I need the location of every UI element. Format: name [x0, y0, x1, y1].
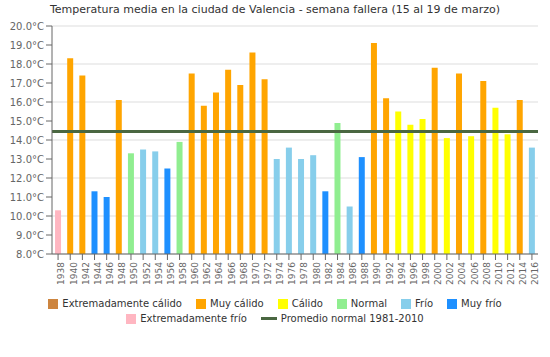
svg-text:2012: 2012 [506, 262, 516, 285]
svg-text:1980: 1980 [312, 262, 322, 285]
svg-text:1946: 1946 [105, 262, 115, 285]
svg-text:1976: 1976 [287, 262, 297, 285]
svg-text:2010: 2010 [494, 262, 504, 285]
svg-text:1986: 1986 [348, 262, 358, 285]
svg-text:11.0°C: 11.0°C [10, 192, 44, 203]
svg-text:1942: 1942 [81, 262, 91, 285]
svg-text:2002: 2002 [445, 262, 455, 285]
svg-text:1984: 1984 [336, 262, 346, 285]
svg-text:1964: 1964 [214, 262, 224, 285]
svg-text:13.0°C: 13.0°C [10, 154, 44, 165]
html-text:Promedio normal 1981-2010: Promedio normal 1981-2010 [280, 313, 424, 324]
svg-text:12.0°C: 12.0°C [10, 173, 44, 184]
html-text:Normal: Normal [350, 298, 387, 309]
html-text:Muy frío: Muy frío [461, 298, 502, 309]
svg-text:1962: 1962 [202, 262, 212, 285]
svg-text:1968: 1968 [239, 262, 249, 285]
svg-text:18.0°C: 18.0°C [10, 59, 44, 70]
svg-text:2016: 2016 [530, 262, 540, 285]
svg-text:1988: 1988 [360, 262, 370, 285]
html-text:Extremadamente cálido: Extremadamente cálido [62, 298, 182, 309]
svg-text:14.0°C: 14.0°C [10, 135, 44, 146]
svg-text:1978: 1978 [299, 262, 309, 285]
svg-text:1998: 1998 [421, 262, 431, 285]
svg-text:1982: 1982 [324, 262, 334, 285]
html-text:Temperatura media en la ciudad: Temperatura media en la ciudad de Valenc… [49, 3, 501, 16]
html-text:Frío: Frío [415, 298, 434, 309]
svg-text:1940: 1940 [69, 262, 79, 285]
svg-text:1992: 1992 [385, 262, 395, 285]
html-text:Muy cálido: Muy cálido [210, 298, 264, 309]
svg-text:1994: 1994 [397, 262, 407, 285]
svg-text:1958: 1958 [178, 262, 188, 285]
html-text:Cálido: Cálido [291, 298, 323, 309]
svg-text:19.0°C: 19.0°C [10, 40, 44, 51]
svg-text:1974: 1974 [275, 262, 285, 285]
svg-text:2004: 2004 [457, 262, 467, 285]
svg-text:1966: 1966 [227, 262, 237, 285]
svg-text:1996: 1996 [409, 262, 419, 285]
svg-text:2000: 2000 [433, 262, 443, 285]
svg-text:16.0°C: 16.0°C [10, 97, 44, 108]
svg-text:10.0°C: 10.0°C [10, 211, 44, 222]
svg-text:1972: 1972 [263, 262, 273, 285]
svg-text:1950: 1950 [129, 262, 139, 285]
svg-text:1960: 1960 [190, 262, 200, 285]
svg-text:1956: 1956 [166, 262, 176, 285]
svg-text:2014: 2014 [518, 262, 528, 285]
svg-text:2006: 2006 [470, 262, 480, 285]
svg-text:1970: 1970 [251, 262, 261, 285]
svg-text:15.0°C: 15.0°C [10, 116, 44, 127]
svg-text:20.0°C: 20.0°C [10, 21, 44, 32]
svg-text:1948: 1948 [117, 262, 127, 285]
svg-text:1938: 1938 [56, 262, 66, 285]
svg-text:1952: 1952 [142, 262, 152, 285]
html-text:Extremadamente frío: Extremadamente frío [140, 313, 247, 324]
svg-text:2008: 2008 [482, 262, 492, 285]
svg-text:1990: 1990 [372, 262, 382, 285]
svg-text:1944: 1944 [93, 262, 103, 285]
svg-text:17.0°C: 17.0°C [10, 78, 44, 89]
svg-text:8.0°C: 8.0°C [16, 249, 44, 260]
svg-text:9.0°C: 9.0°C [16, 230, 44, 241]
svg-text:1954: 1954 [154, 262, 164, 285]
